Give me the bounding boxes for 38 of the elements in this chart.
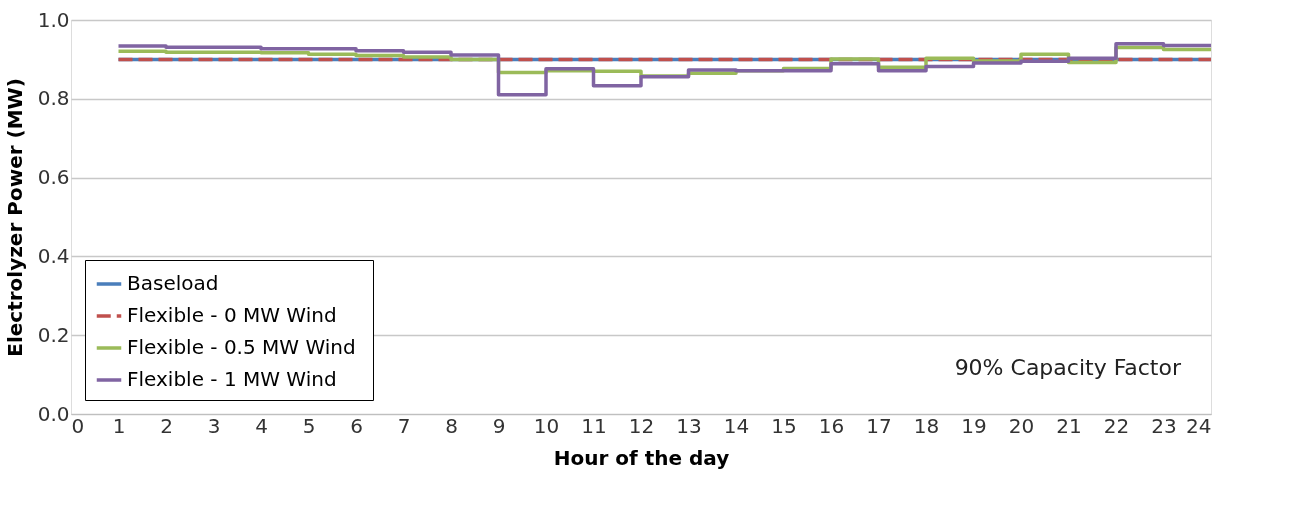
- y-tick-label: 0.2: [37, 322, 70, 347]
- x-tick-label: 5: [302, 413, 316, 438]
- x-tick-label: 14: [723, 413, 750, 438]
- x-tick-label: 3: [207, 413, 221, 438]
- x-tick-label: 0: [71, 413, 85, 438]
- legend-label: Flexible - 0.5 MW Wind: [127, 335, 356, 359]
- y-tick-label: 0.8: [37, 86, 70, 111]
- x-tick-label: 21: [1056, 413, 1082, 438]
- x-tick-label: 6: [350, 413, 363, 438]
- x-tick-label: 16: [818, 413, 845, 438]
- y-tick-label: 0.6: [37, 165, 70, 190]
- x-tick-label: 18: [913, 413, 940, 438]
- legend-label: Flexible - 1 MW Wind: [127, 367, 337, 391]
- x-tick-label: 1: [112, 413, 126, 438]
- x-tick-label: 7: [397, 413, 411, 438]
- x-tick-label: 20: [1008, 413, 1035, 438]
- x-tick-label: 9: [492, 413, 506, 438]
- y-tick-label: 1.0: [37, 7, 70, 32]
- annotation: 90% Capacity Factor: [954, 355, 1182, 380]
- y-tick-label: 0.0: [37, 401, 70, 426]
- y-axis-title: Electrolyzer Power (MW): [2, 78, 27, 357]
- x-tick-label: 19: [961, 413, 987, 438]
- x-tick-label: 24: [1186, 413, 1212, 438]
- x-tick-label: 10: [533, 413, 560, 438]
- y-tick-label: 0.4: [37, 243, 70, 268]
- x-tick-label: 15: [771, 413, 797, 438]
- x-tick-label: 13: [676, 413, 702, 438]
- x-tick-label: 12: [628, 413, 655, 438]
- x-tick-label: 23: [1151, 413, 1177, 438]
- x-tick-label: 11: [581, 413, 607, 438]
- x-tick-label: 17: [866, 413, 892, 438]
- x-tick-label: 4: [255, 413, 268, 438]
- legend-label: Flexible - 0 MW Wind: [127, 303, 337, 327]
- x-tick-label: 22: [1103, 413, 1130, 438]
- x-tick-label: 8: [445, 413, 458, 438]
- x-axis-title: Hour of the day: [553, 445, 730, 470]
- x-tick-label: 2: [160, 413, 173, 438]
- legend-label: Baseload: [127, 271, 219, 295]
